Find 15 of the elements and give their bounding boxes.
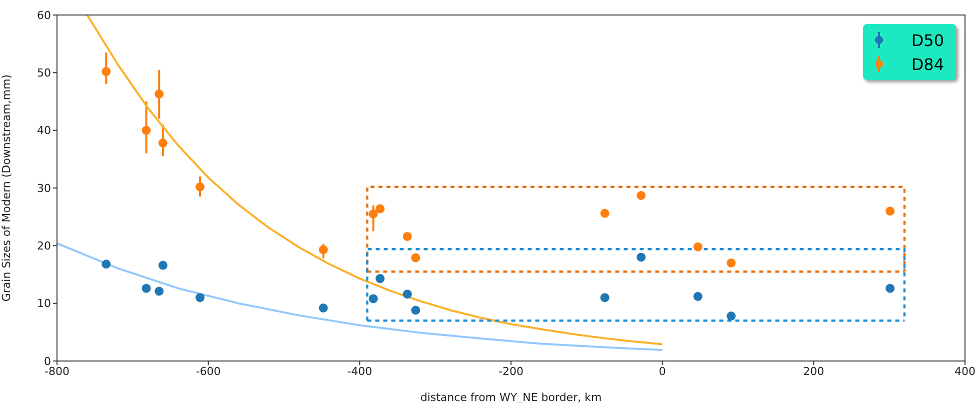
legend-label: D50 [911, 30, 944, 50]
y-tick-label: 30 [37, 182, 51, 195]
y-tick-label: 10 [37, 297, 51, 310]
y-tick-label: 40 [37, 124, 51, 138]
legend-label: D84 [911, 54, 944, 74]
x-tick-label: 0 [658, 364, 666, 378]
x-tick-label: -200 [498, 364, 524, 378]
y-tick-label: 20 [37, 240, 51, 253]
x-tick-label: -600 [196, 364, 221, 378]
x-tick-label: -400 [347, 364, 372, 378]
x-tick-label: 400 [954, 364, 976, 378]
y-tick-label: 60 [37, 8, 51, 22]
y-tick-label: 50 [37, 66, 51, 80]
x-tick-label: 200 [803, 364, 824, 378]
y-axis-title: Grain Sizes of Modern (Downstream,mm) [0, 74, 13, 302]
